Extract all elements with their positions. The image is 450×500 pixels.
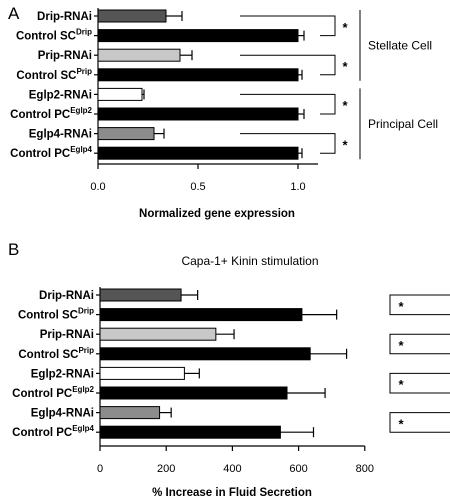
bar (97, 127, 155, 141)
bar (97, 107, 299, 121)
category-label: Control PCEglp4 (12, 424, 94, 439)
x-axis-label: Normalized gene expression (139, 208, 295, 220)
category-label-text: Control PC (10, 148, 70, 160)
bar (99, 347, 311, 361)
chart-title: Capa-1+ Kinin stimulation (181, 254, 318, 268)
category-label-text: Control SC (18, 349, 78, 361)
category-label-text: Drip-RNAi (37, 11, 92, 23)
category-label-superscript: Drip (76, 28, 92, 37)
category-label: Control PCEglp2 (12, 385, 94, 400)
category-label-text: Control PC (12, 388, 72, 400)
x-tick-label: 600 (289, 463, 307, 475)
bar (97, 9, 167, 23)
significance-star: * (398, 299, 404, 314)
significance-bracket (240, 54, 336, 76)
significance-star: * (342, 137, 348, 152)
significance-star: * (342, 59, 348, 74)
significance-star: * (398, 338, 404, 353)
category-label-text: Drip-RNAi (39, 290, 94, 302)
x-tick-label: 0.5 (190, 181, 205, 193)
bar (99, 406, 161, 420)
category-label-superscript: Eglp4 (70, 145, 92, 154)
category-label-superscript: Prip (78, 346, 94, 355)
significance-bracket (389, 412, 450, 433)
bar (97, 29, 299, 43)
category-label-text: Control SC (16, 31, 76, 43)
significance-bracket (240, 93, 336, 115)
x-tick-label: 0.0 (90, 181, 105, 193)
category-label-superscript: Drip (78, 307, 94, 316)
category-label-superscript: Prip (76, 67, 92, 76)
category-label-text: Eglp2-RNAi (31, 368, 94, 380)
panel-label: B (8, 240, 19, 259)
category-label-text: Control PC (12, 427, 72, 439)
significance-star: * (342, 20, 348, 35)
category-label: Control PCEglp4 (10, 145, 92, 160)
bar (99, 327, 217, 341)
bar (99, 288, 182, 302)
category-label: Control SCDrip (18, 307, 94, 322)
bar (99, 308, 303, 322)
category-label: Eglp4-RNAi (29, 129, 92, 141)
significance-bracket (240, 15, 336, 37)
significance-bracket (240, 133, 336, 154)
significance-star: * (342, 98, 348, 113)
category-label-text: Eglp2-RNAi (29, 89, 92, 101)
bar (99, 425, 281, 439)
category-label: Control SCDrip (16, 28, 92, 43)
x-tick-label: 0 (97, 463, 103, 475)
significance-bracket (389, 294, 450, 316)
category-label-text: Control SC (18, 310, 78, 322)
category-label-text: Prip-RNAi (38, 50, 92, 62)
category-label: Drip-RNAi (39, 290, 94, 302)
category-label: Control SCPrip (18, 346, 94, 361)
x-tick-label: 200 (157, 463, 175, 475)
group-label: Stellate Cell (368, 38, 432, 52)
category-label-text: Eglp4-RNAi (29, 129, 92, 141)
bar (97, 87, 143, 101)
bar (97, 68, 299, 82)
category-label-text: Control SC (16, 70, 76, 82)
category-label-text: Control PC (10, 109, 70, 121)
bar (99, 386, 288, 400)
category-label-superscript: Eglp4 (72, 424, 94, 433)
category-label: Eglp2-RNAi (29, 89, 92, 101)
category-label: Prip-RNAi (40, 329, 94, 341)
bar (97, 48, 181, 62)
group-label: Principal Cell (368, 117, 438, 131)
category-label: Eglp4-RNAi (31, 408, 94, 420)
category-label-text: Eglp4-RNAi (31, 408, 94, 420)
x-tick-label: 800 (356, 463, 374, 475)
category-label-superscript: Eglp2 (70, 106, 92, 115)
significance-star: * (398, 416, 404, 431)
category-label-text: Prip-RNAi (40, 329, 94, 341)
x-tick-label: 1.0 (290, 181, 305, 193)
significance-star: * (398, 377, 404, 392)
category-label-superscript: Eglp2 (72, 385, 94, 394)
significance-bracket (389, 372, 450, 394)
category-label: Control PCEglp2 (10, 106, 92, 121)
category-label: Prip-RNAi (38, 50, 92, 62)
significance-bracket (389, 333, 450, 355)
x-axis-label: % Increase in Fluid Secretion (152, 487, 312, 499)
bar (99, 366, 185, 380)
category-label: Control SCPrip (16, 67, 92, 82)
category-label: Eglp2-RNAi (31, 368, 94, 380)
category-label: Drip-RNAi (37, 11, 92, 23)
bar (97, 146, 299, 160)
x-tick-label: 400 (223, 463, 241, 475)
panel-label: A (8, 4, 20, 23)
